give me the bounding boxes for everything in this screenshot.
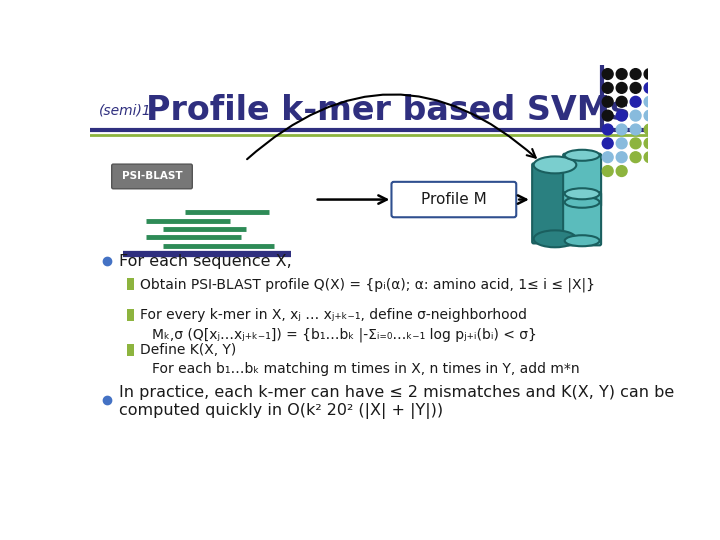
Bar <box>127 278 134 291</box>
Circle shape <box>602 138 613 148</box>
Circle shape <box>644 83 655 93</box>
Circle shape <box>602 124 613 135</box>
Bar <box>127 309 134 321</box>
FancyBboxPatch shape <box>563 192 601 245</box>
Circle shape <box>602 83 613 93</box>
FancyBboxPatch shape <box>112 164 192 189</box>
Circle shape <box>644 138 655 148</box>
Circle shape <box>616 124 627 135</box>
Circle shape <box>616 166 627 177</box>
Text: In practice, each k-mer can have ≤ 2 mismatches and K(X, Y) can be: In practice, each k-mer can have ≤ 2 mis… <box>120 384 675 400</box>
Text: For every k-mer in X, xⱼ … xⱼ₊ₖ₋₁, define σ-neighborhood: For every k-mer in X, xⱼ … xⱼ₊ₖ₋₁, defin… <box>140 308 527 322</box>
Circle shape <box>630 69 641 79</box>
FancyBboxPatch shape <box>532 164 578 244</box>
Text: computed quickly in O(k² 20² (|X| + |Y|)): computed quickly in O(k² 20² (|X| + |Y|)… <box>120 403 444 419</box>
Text: Profile k-mer based SVMs: Profile k-mer based SVMs <box>145 94 630 127</box>
Circle shape <box>630 96 641 107</box>
FancyArrowPatch shape <box>247 94 536 159</box>
Text: (semi)1.: (semi)1. <box>99 104 156 118</box>
Circle shape <box>630 124 641 135</box>
Text: Obtain PSI-BLAST profile Q(X) = {pᵢ(α); α: amino acid, 1≤ i ≤ |X|}: Obtain PSI-BLAST profile Q(X) = {pᵢ(α); … <box>140 277 595 292</box>
Text: Define K(X, Y): Define K(X, Y) <box>140 343 237 357</box>
Circle shape <box>616 96 627 107</box>
Circle shape <box>616 110 627 121</box>
Circle shape <box>644 124 655 135</box>
Ellipse shape <box>534 231 576 247</box>
Circle shape <box>630 83 641 93</box>
Ellipse shape <box>564 197 600 208</box>
Circle shape <box>602 166 613 177</box>
Ellipse shape <box>564 235 600 246</box>
Circle shape <box>616 138 627 148</box>
Circle shape <box>644 152 655 163</box>
Ellipse shape <box>564 150 600 161</box>
Circle shape <box>630 138 641 148</box>
Bar <box>127 343 134 356</box>
Text: For each sequence X,: For each sequence X, <box>120 254 292 268</box>
Circle shape <box>616 83 627 93</box>
Circle shape <box>644 69 655 79</box>
Text: Profile M: Profile M <box>421 192 487 207</box>
Circle shape <box>644 110 655 121</box>
Ellipse shape <box>564 188 600 199</box>
Circle shape <box>602 152 613 163</box>
Circle shape <box>616 69 627 79</box>
Text: Mₖ,σ (Q[xⱼ…xⱼ₊ₖ₋₁]) = {b₁…bₖ |-Σᵢ₌₀…ₖ₋₁ log pⱼ₊ᵢ(bᵢ) < σ}: Mₖ,σ (Q[xⱼ…xⱼ₊ₖ₋₁]) = {b₁…bₖ |-Σᵢ₌₀…ₖ₋₁ … <box>152 327 537 342</box>
Circle shape <box>602 110 613 121</box>
Text: PSI-BLAST: PSI-BLAST <box>122 172 182 181</box>
Circle shape <box>630 152 641 163</box>
Circle shape <box>602 96 613 107</box>
FancyBboxPatch shape <box>563 154 601 207</box>
Ellipse shape <box>534 157 576 173</box>
FancyBboxPatch shape <box>392 182 516 217</box>
Text: For each b₁…bₖ matching m times in X, n times in Y, add m*n: For each b₁…bₖ matching m times in X, n … <box>152 362 580 376</box>
Circle shape <box>616 152 627 163</box>
Circle shape <box>644 96 655 107</box>
Circle shape <box>630 110 641 121</box>
Circle shape <box>602 69 613 79</box>
